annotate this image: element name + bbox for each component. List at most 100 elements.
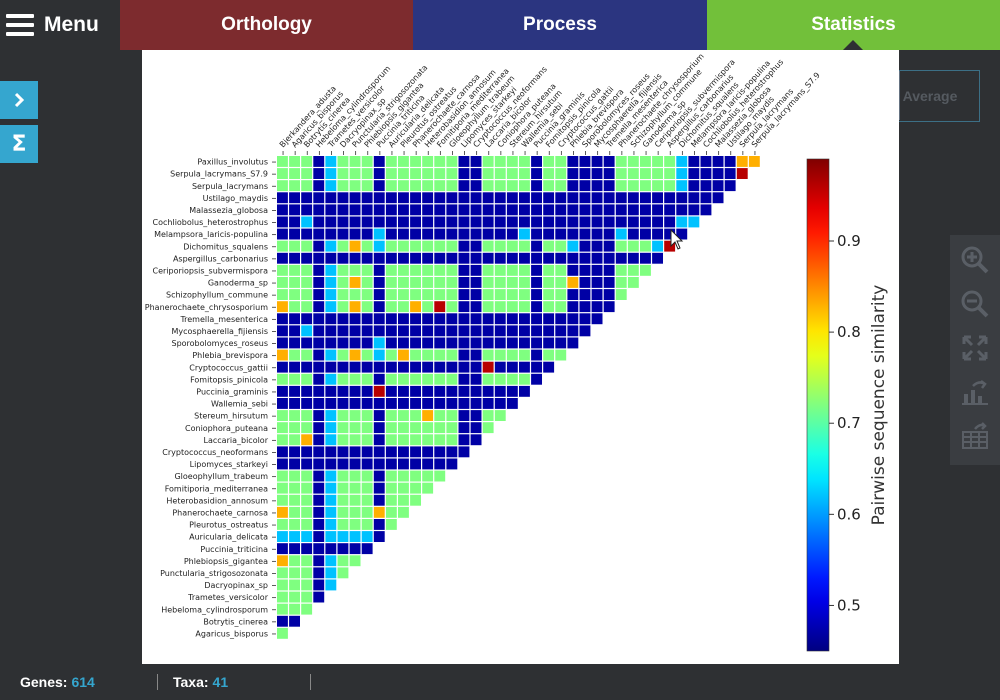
heatmap-cell bbox=[289, 470, 300, 482]
statistics-summary-button[interactable]: Σ bbox=[0, 125, 38, 163]
heatmap-cell bbox=[277, 204, 288, 216]
heatmap-cell bbox=[313, 567, 325, 579]
heatmap-cell bbox=[410, 434, 421, 446]
heatmap-cell bbox=[385, 494, 397, 506]
heatmap-cell bbox=[555, 216, 567, 228]
heatmap-cell bbox=[398, 470, 409, 482]
zoom-in-icon bbox=[961, 246, 989, 274]
zoom-in-button[interactable] bbox=[958, 243, 992, 277]
heatmap-cell bbox=[313, 301, 325, 313]
heatmap-cell bbox=[422, 264, 434, 276]
tab-process[interactable]: Process bbox=[413, 0, 707, 50]
row-tick-label: Auricularia_delicata bbox=[189, 533, 268, 542]
heatmap-cell bbox=[519, 216, 530, 228]
colorbar-label: Pairwise sequence similarity bbox=[869, 285, 889, 526]
heatmap-cell bbox=[277, 180, 288, 192]
export-chart-button[interactable] bbox=[958, 375, 992, 409]
heatmap-cell bbox=[579, 301, 591, 313]
heatmap-cell bbox=[543, 228, 555, 240]
tab-orthology[interactable]: Orthology bbox=[120, 0, 413, 50]
heatmap-cell bbox=[543, 325, 555, 337]
heatmap-cell bbox=[591, 240, 603, 252]
heatmap-cell bbox=[579, 168, 591, 179]
heatmap-cell bbox=[555, 252, 567, 264]
heatmap-cell bbox=[482, 216, 494, 228]
heatmap-cell bbox=[337, 482, 349, 494]
heatmap-cell bbox=[458, 410, 470, 421]
tool-column bbox=[950, 235, 1000, 465]
heatmap-cell bbox=[652, 216, 663, 228]
heatmap-cell bbox=[277, 591, 288, 603]
heatmap-cell bbox=[555, 301, 567, 313]
heatmap-cell bbox=[531, 264, 542, 276]
colorbar-tick-label: 0.8 bbox=[837, 323, 861, 341]
heatmap-cell bbox=[398, 228, 409, 240]
heatmap-cell bbox=[410, 325, 421, 337]
heatmap-cell bbox=[664, 216, 676, 228]
heatmap-cell bbox=[615, 228, 627, 240]
heatmap-cell bbox=[482, 168, 494, 179]
heatmap-cell bbox=[603, 289, 615, 300]
heatmap-cell bbox=[446, 264, 458, 276]
heatmap-cell bbox=[434, 168, 446, 179]
fit-to-screen-button[interactable] bbox=[958, 331, 992, 365]
heatmap-cell bbox=[325, 470, 337, 482]
heatmap-cell bbox=[434, 228, 446, 240]
heatmap-cell bbox=[470, 301, 482, 313]
heatmap-cell bbox=[313, 313, 325, 325]
heatmap-cell bbox=[349, 289, 361, 300]
heatmap-cell bbox=[337, 555, 349, 567]
zoom-out-button[interactable] bbox=[958, 287, 992, 321]
heatmap-cell bbox=[349, 168, 361, 179]
heatmap-cell bbox=[398, 458, 409, 470]
heatmap-cell bbox=[482, 289, 494, 300]
heatmap-cell bbox=[385, 156, 397, 167]
heatmap-cell bbox=[289, 446, 300, 458]
heatmap-cell bbox=[579, 264, 591, 276]
row-tick-label: Phlebiopsis_gigantea bbox=[184, 557, 268, 566]
heatmap-cell bbox=[361, 494, 373, 506]
heatmap-cell bbox=[313, 277, 325, 288]
export-table-button[interactable] bbox=[958, 419, 992, 453]
heatmap-cell bbox=[337, 204, 349, 216]
heatmap-cell bbox=[313, 228, 325, 240]
heatmap-cell bbox=[470, 277, 482, 288]
heatmap-cell bbox=[337, 325, 349, 337]
heatmap-cell bbox=[325, 506, 337, 518]
expand-sidebar-button[interactable] bbox=[0, 81, 38, 119]
heatmap-cell bbox=[434, 458, 446, 470]
heatmap-cell bbox=[410, 301, 421, 313]
row-tick-label: Fomitopsis_pinicola bbox=[190, 375, 268, 384]
heatmap-cell bbox=[531, 277, 542, 288]
heatmap-cell bbox=[373, 458, 385, 470]
heatmap-cell bbox=[579, 204, 591, 216]
heatmap-cell bbox=[579, 277, 591, 288]
heatmap-cell bbox=[567, 168, 579, 179]
menu-button[interactable]: Menu bbox=[6, 8, 99, 42]
heatmap-cell bbox=[434, 313, 446, 325]
heatmap-cell bbox=[410, 494, 421, 506]
taxa-count: Taxa: 41 bbox=[173, 674, 229, 690]
heatmap-cell bbox=[652, 180, 663, 192]
heatmap-cell bbox=[712, 180, 724, 192]
heatmap-cell bbox=[349, 543, 361, 555]
heatmap-cell bbox=[301, 567, 313, 579]
heatmap-cell bbox=[724, 156, 736, 167]
heatmap-cell bbox=[506, 361, 518, 373]
heatmap-cell bbox=[410, 156, 421, 167]
heatmap-cell bbox=[506, 168, 518, 179]
divider bbox=[310, 674, 311, 690]
heatmap-cell bbox=[361, 277, 373, 288]
heatmap-cell bbox=[422, 192, 434, 204]
heatmap-cell bbox=[531, 168, 542, 179]
heatmap-cell bbox=[700, 204, 712, 216]
heatmap-cell bbox=[373, 156, 385, 167]
heatmap-cell bbox=[373, 531, 385, 542]
heatmap-cell bbox=[373, 434, 385, 446]
heatmap-cell bbox=[434, 373, 446, 385]
row-tick-label: Phanerochaete_chrysosporium bbox=[145, 303, 268, 312]
heatmap-cell bbox=[325, 349, 337, 361]
heatmap-cell bbox=[373, 361, 385, 373]
heatmap-cell bbox=[640, 204, 651, 216]
heatmap-cell bbox=[373, 494, 385, 506]
